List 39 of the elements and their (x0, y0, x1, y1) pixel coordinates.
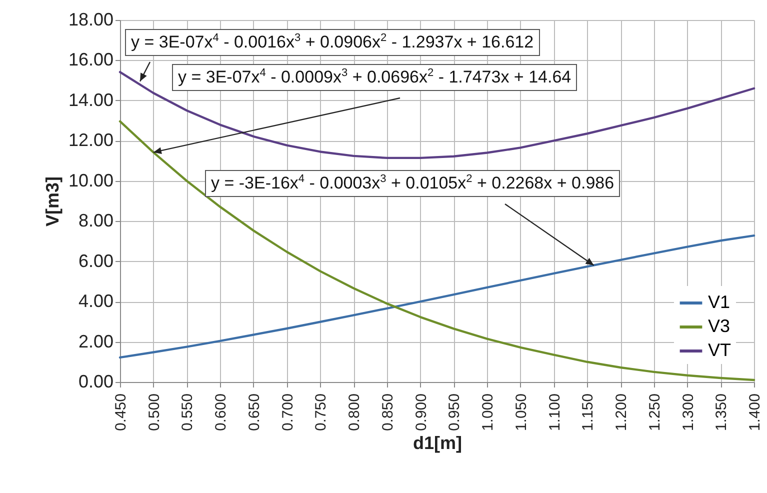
x-tick-label: 1.400 (746, 394, 764, 432)
x-tick-label: 0.850 (379, 394, 396, 432)
y-tick-label: 2.00 (78, 331, 114, 352)
x-tick-label: 1.200 (613, 394, 630, 432)
x-tick-label: 1.000 (480, 394, 497, 432)
x-tick-label: 1.300 (680, 394, 697, 432)
x-tick-label: 1.100 (546, 394, 564, 432)
x-tick-label: 0.750 (312, 394, 330, 432)
annotation: y = -3E-16x$^{4}$ - 0.0003x$^{3}$ + 0.0105x$^{2}$ + 0.2268x + 0.986 (205, 170, 620, 197)
x-tick-label: 0.950 (446, 394, 464, 432)
x-tick-label: 0.900 (412, 394, 430, 432)
x-tick-label: 1.150 (580, 394, 597, 432)
x-tick-label: 0.550 (179, 394, 196, 432)
y-tick-label: 0.00 (78, 372, 114, 392)
y-axis-title: V[m3] (42, 176, 62, 227)
y-tick-label: 10.00 (68, 170, 114, 190)
y-tick-label: 6.00 (78, 250, 114, 271)
legend-label: V1 (708, 292, 730, 312)
legend-label: V3 (708, 316, 730, 336)
x-tick-label: 0.700 (279, 394, 296, 432)
line-series (118, 234, 756, 359)
y-tick-label: 8.00 (78, 210, 114, 231)
annotation: y = 3E-07x$^{4}$ - 0.0016x$^{3}$ + 0.0906x$^{2}$ - 1.2937x + 16.612 (125, 29, 540, 56)
x-tick-label: 0.650 (246, 394, 263, 432)
x-tick-label: 0.600 (212, 394, 230, 432)
x-tick-label: 1.350 (713, 394, 730, 432)
legend-label: VT (708, 340, 732, 360)
y-tick-label: 18.00 (68, 10, 114, 30)
x-tick-label: 1.050 (512, 394, 530, 432)
y-tick-label: 14.00 (68, 90, 114, 110)
annotation: y = 3E-07x$^{4}$ - 0.0009x$^{3}$ + 0.0696x$^{2}$ - 1.7473x + 14.64 (172, 64, 578, 91)
y-tick-label: 16.00 (68, 50, 114, 70)
x-tick-label: 0.450 (112, 394, 130, 432)
y-tick-label: 4.00 (78, 291, 114, 312)
x-tick-label: 0.500 (146, 394, 163, 432)
x-axis-title: d1[m] (413, 433, 462, 454)
x-tick-label: 0.800 (346, 394, 364, 432)
x-tick-label: 1.250 (646, 394, 664, 432)
y-tick-label: 12.00 (68, 130, 114, 150)
